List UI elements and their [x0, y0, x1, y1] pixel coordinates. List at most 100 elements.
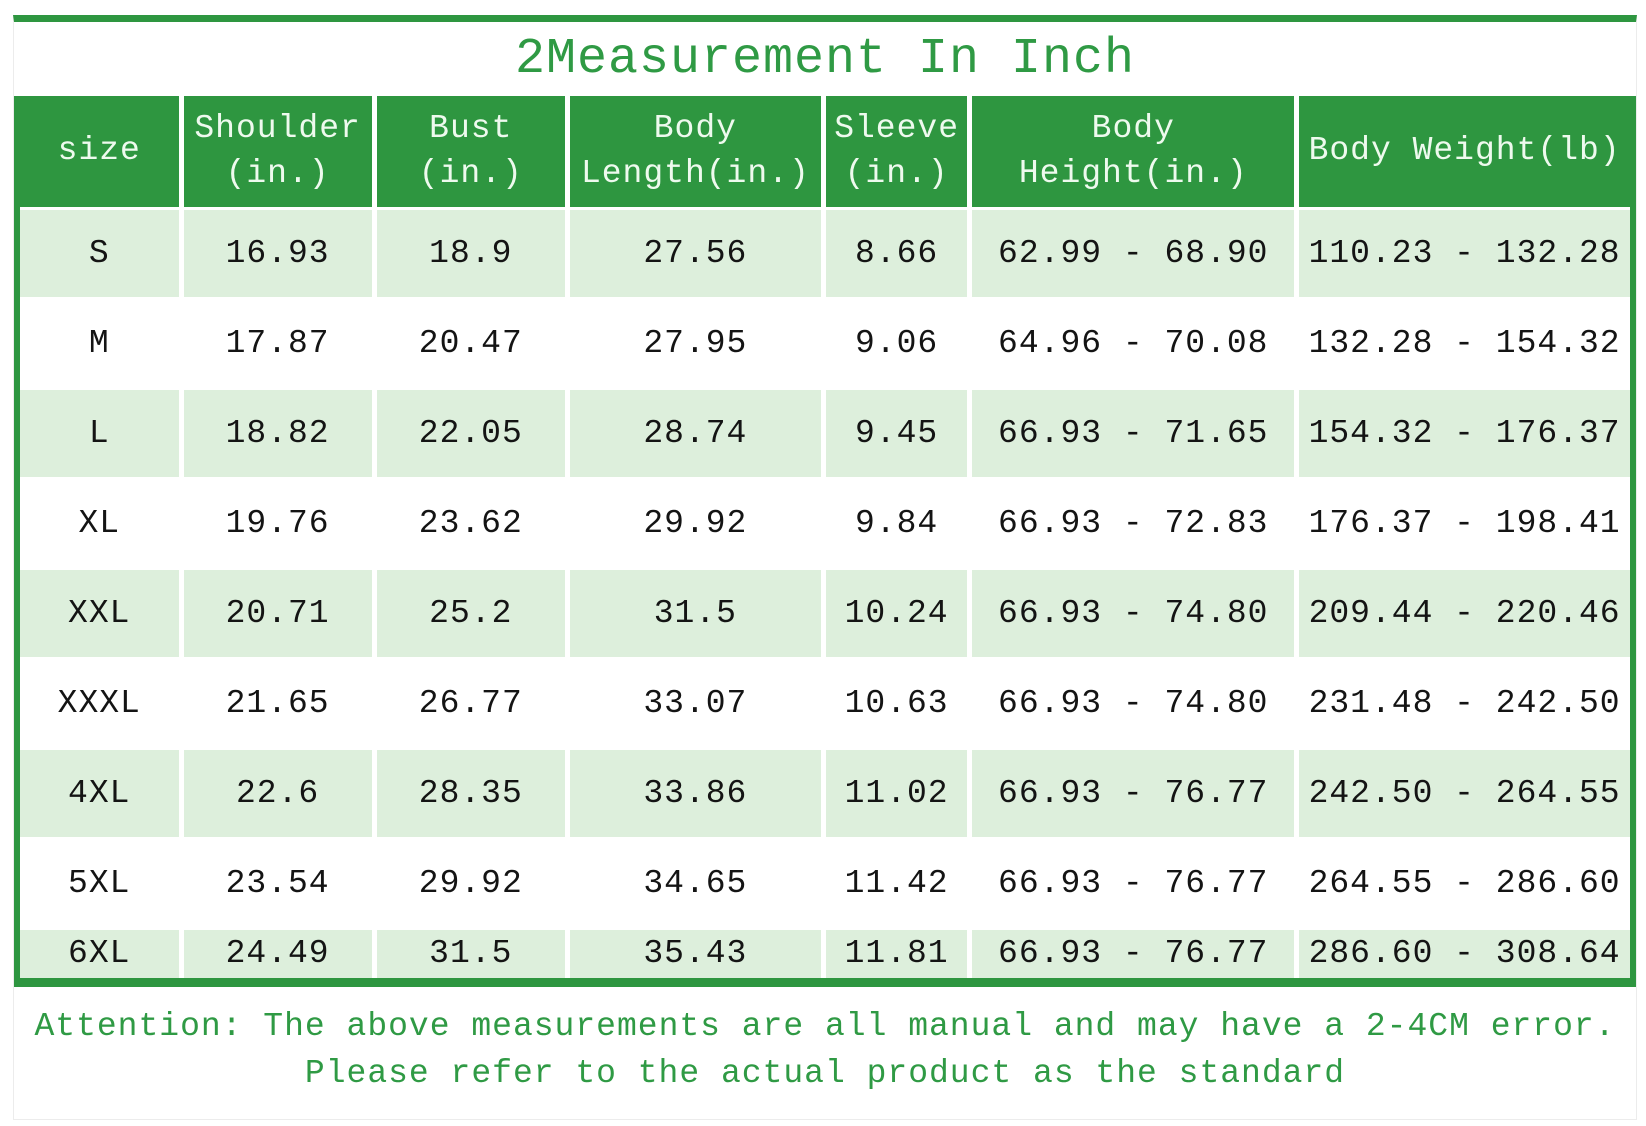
column-header-line: Height(in.): [1018, 155, 1248, 193]
column-header-line: Body Weight(lb): [1308, 132, 1621, 170]
size-cell: XXXL: [20, 658, 184, 750]
value-cell: 66.93 - 76.77: [969, 748, 1300, 840]
value-cell: 286.60 - 308.64: [1296, 928, 1630, 978]
chart-title: 2Measurement In Inch: [514, 30, 1136, 88]
value-cell: 21.65: [181, 658, 377, 750]
column-header-body-length: Body Length(in.): [567, 96, 826, 210]
value-cell: 66.93 - 72.83: [969, 478, 1300, 570]
value-cell: 11.81: [823, 928, 973, 978]
attention-line-1: Attention: The above measurements are al…: [34, 1008, 1616, 1045]
value-cell: 132.28 - 154.32: [1296, 298, 1630, 390]
table-row-s: S 16.93 18.9 27.56 8.66 62.99 - 68.90 110.23 -…: [20, 208, 1630, 300]
table-row-6xl: 6XL 24.49 31.5 35.43 11.81 66.93 - 76.77 286.6…: [20, 928, 1630, 978]
value-cell: 22.05: [374, 388, 570, 480]
value-cell: 18.9: [374, 208, 570, 300]
size-table: size Shoulder (in.) Bust (in.) Body Length(in.…: [20, 96, 1630, 978]
value-cell: 27.95: [567, 298, 826, 390]
size-cell: 6XL: [20, 928, 184, 978]
value-cell: 64.96 - 70.08: [969, 298, 1300, 390]
table-row-xl: XL 19.76 23.62 29.92 9.84 66.93 - 72.83 176.37…: [20, 478, 1630, 570]
value-cell: 29.92: [567, 478, 826, 570]
value-cell: 110.23 - 132.28: [1296, 208, 1630, 300]
value-cell: 19.76: [181, 478, 377, 570]
column-header-line: Body: [1091, 109, 1175, 147]
value-cell: 27.56: [567, 208, 826, 300]
column-header-line: Shoulder: [194, 109, 361, 147]
value-cell: 28.35: [374, 748, 570, 840]
value-cell: 62.99 - 68.90: [969, 208, 1300, 300]
size-table-wrap: size Shoulder (in.) Bust (in.) Body Length(in.…: [14, 96, 1636, 987]
value-cell: 154.32 - 176.37: [1296, 388, 1630, 480]
table-row-xxxl: XXXL 21.65 26.77 33.07 10.63 66.93 - 74.80 231…: [20, 658, 1630, 750]
column-header-line: Sleeve: [834, 109, 960, 147]
size-cell: M: [20, 298, 184, 390]
value-cell: 31.5: [374, 928, 570, 978]
column-header-body-weight: Body Weight(lb): [1296, 96, 1630, 210]
attention-note: Attention: The above measurements are al…: [14, 987, 1636, 1119]
value-cell: 24.49: [181, 928, 377, 978]
size-cell: L: [20, 388, 184, 480]
value-cell: 18.82: [181, 388, 377, 480]
column-header-line: (in.): [418, 155, 523, 193]
value-cell: 66.93 - 71.65: [969, 388, 1300, 480]
table-row-l: L 18.82 22.05 28.74 9.45 66.93 - 71.65 154.32 …: [20, 388, 1630, 480]
value-cell: 66.93 - 76.77: [969, 928, 1300, 978]
value-cell: 20.47: [374, 298, 570, 390]
column-header-bust: Bust (in.): [374, 96, 570, 210]
value-cell: 11.02: [823, 748, 973, 840]
column-header-line: Length(in.): [580, 155, 810, 193]
column-header-body-height: Body Height(in.): [969, 96, 1300, 210]
value-cell: 25.2: [374, 568, 570, 660]
size-chart-panel: 2Measurement In Inch size Shoulder (in.) Bu…: [13, 15, 1637, 1120]
value-cell: 66.93 - 76.77: [969, 838, 1300, 930]
column-header-line: size: [57, 132, 141, 170]
value-cell: 9.06: [823, 298, 973, 390]
column-header-line: Body: [653, 109, 737, 147]
value-cell: 231.48 - 242.50: [1296, 658, 1630, 750]
value-cell: 66.93 - 74.80: [969, 658, 1300, 750]
table-row-4xl: 4XL 22.6 28.35 33.86 11.02 66.93 - 76.77 242.5…: [20, 748, 1630, 840]
value-cell: 16.93: [181, 208, 377, 300]
size-cell: XXL: [20, 568, 184, 660]
value-cell: 29.92: [374, 838, 570, 930]
value-cell: 242.50 - 264.55: [1296, 748, 1630, 840]
size-cell: S: [20, 208, 184, 300]
column-header-sleeve: Sleeve (in.): [823, 96, 973, 210]
size-cell: XL: [20, 478, 184, 570]
value-cell: 20.71: [181, 568, 377, 660]
header-row: size Shoulder (in.) Bust (in.) Body Length(in.…: [20, 96, 1630, 210]
value-cell: 33.07: [567, 658, 826, 750]
column-header-line: (in.): [225, 155, 330, 193]
value-cell: 33.86: [567, 748, 826, 840]
value-cell: 10.24: [823, 568, 973, 660]
value-cell: 26.77: [374, 658, 570, 750]
value-cell: 209.44 - 220.46: [1296, 568, 1630, 660]
value-cell: 66.93 - 74.80: [969, 568, 1300, 660]
value-cell: 9.45: [823, 388, 973, 480]
value-cell: 10.63: [823, 658, 973, 750]
column-header-line: Bust: [429, 109, 513, 147]
table-row-5xl: 5XL 23.54 29.92 34.65 11.42 66.93 - 76.77 264.…: [20, 838, 1630, 930]
value-cell: 23.54: [181, 838, 377, 930]
value-cell: 176.37 - 198.41: [1296, 478, 1630, 570]
size-cell: 4XL: [20, 748, 184, 840]
column-header-size: size: [20, 96, 184, 210]
value-cell: 8.66: [823, 208, 973, 300]
value-cell: 11.42: [823, 838, 973, 930]
value-cell: 35.43: [567, 928, 826, 978]
value-cell: 264.55 - 286.60: [1296, 838, 1630, 930]
attention-line-2: Please refer to the actual product as th…: [304, 1055, 1346, 1092]
size-cell: 5XL: [20, 838, 184, 930]
value-cell: 31.5: [567, 568, 826, 660]
value-cell: 22.6: [181, 748, 377, 840]
column-header-line: (in.): [844, 155, 949, 193]
column-header-shoulder: Shoulder (in.): [181, 96, 377, 210]
value-cell: 34.65: [567, 838, 826, 930]
value-cell: 9.84: [823, 478, 973, 570]
value-cell: 17.87: [181, 298, 377, 390]
table-row-m: M 17.87 20.47 27.95 9.06 64.96 - 70.08 132.28 …: [20, 298, 1630, 390]
table-row-xxl: XXL 20.71 25.2 31.5 10.24 66.93 - 74.80 209.44…: [20, 568, 1630, 660]
value-cell: 28.74: [567, 388, 826, 480]
value-cell: 23.62: [374, 478, 570, 570]
